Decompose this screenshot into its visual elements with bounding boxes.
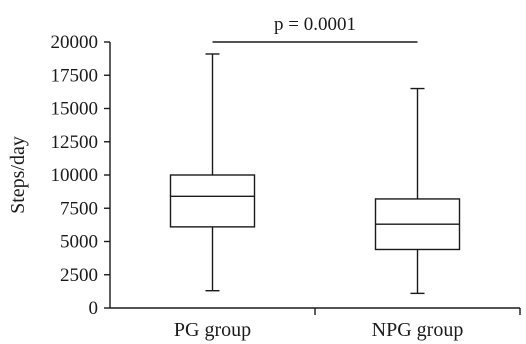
box-2 xyxy=(374,87,461,295)
y-tick-label: 7500 xyxy=(60,198,98,219)
x-category-label: NPG group xyxy=(372,319,464,341)
box-1 xyxy=(169,53,256,292)
x-category-label: PG group xyxy=(174,319,251,341)
y-axis: 0 2500 5000 7500 10000 12500 15000 17500 20000 xyxy=(51,32,111,319)
y-tick-label: 2500 xyxy=(60,265,98,286)
y-axis-title: Steps/day xyxy=(7,136,29,214)
y-tick-label: 20000 xyxy=(51,32,99,53)
y-tick-label: 10000 xyxy=(51,165,99,186)
y-tick-label: 15000 xyxy=(51,99,99,120)
x-axis: PG group NPG group xyxy=(110,307,521,341)
y-tick-label: 0 xyxy=(89,298,99,319)
significance-annotation: p = 0.0001 xyxy=(212,14,418,43)
y-tick-label: 5000 xyxy=(60,232,98,253)
p-value-label: p = 0.0001 xyxy=(274,14,356,35)
iqr-box xyxy=(169,174,256,228)
y-tick-label: 17500 xyxy=(51,65,99,86)
y-tick-label: 12500 xyxy=(51,132,99,153)
boxes xyxy=(169,53,461,295)
